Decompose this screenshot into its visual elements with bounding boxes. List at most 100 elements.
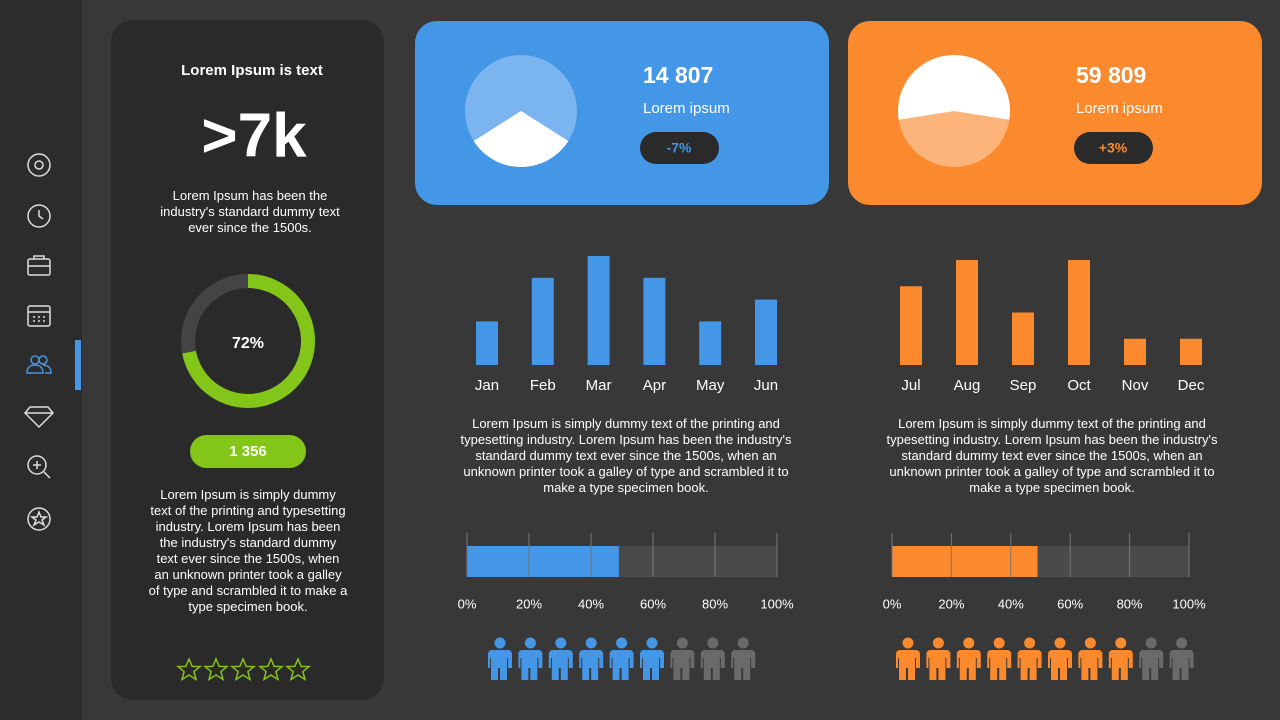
x-tick-label: 60% xyxy=(640,596,666,611)
sidebar xyxy=(0,0,82,720)
change-pill xyxy=(1074,132,1153,164)
person-icon xyxy=(1048,637,1072,680)
users-icon[interactable] xyxy=(26,355,52,374)
calendar-icon[interactable] xyxy=(27,305,51,327)
person-body xyxy=(640,650,664,680)
active-indicator xyxy=(75,340,81,390)
person-head xyxy=(676,637,688,649)
person-body xyxy=(488,650,512,680)
person-body xyxy=(1048,650,1072,680)
favorite-icon[interactable] xyxy=(27,507,51,531)
person-icon xyxy=(518,637,543,680)
person-icon xyxy=(700,637,725,680)
person-icon xyxy=(640,637,664,680)
person-icon xyxy=(579,637,604,680)
person-body xyxy=(926,650,951,680)
person-body xyxy=(956,650,981,680)
person-icon xyxy=(1169,637,1194,680)
x-tick-label: Feb xyxy=(530,377,556,394)
x-tick-label: 20% xyxy=(516,596,542,611)
person-icon xyxy=(1108,637,1133,680)
bar xyxy=(1124,338,1146,365)
x-tick-label: Mar xyxy=(586,377,612,394)
person-head xyxy=(963,637,975,649)
card-value: 59 809 xyxy=(1076,62,1146,88)
person-head xyxy=(1145,637,1157,649)
person-head xyxy=(616,637,628,649)
person-head xyxy=(524,637,536,649)
donut-arc xyxy=(182,274,315,408)
donut-label: 72% xyxy=(232,335,264,352)
panel-title: Lorem Ipsum is text xyxy=(181,62,323,79)
panel-description: Lorem Ipsum has been the industry's stan… xyxy=(160,188,340,235)
person-body xyxy=(896,650,920,680)
x-tick-label: 60% xyxy=(1057,596,1083,611)
x-tick-label: 40% xyxy=(998,596,1024,611)
person-icon xyxy=(1017,637,1042,680)
x-tick-label: Jun xyxy=(754,377,778,394)
x-tick-label: 100% xyxy=(1172,596,1206,611)
settings-icon[interactable] xyxy=(27,153,51,177)
x-tick-label: Jan xyxy=(475,377,499,394)
badge-text: 1 356 xyxy=(229,443,267,460)
person-head xyxy=(902,637,914,649)
bar xyxy=(1068,260,1090,365)
person-icon xyxy=(987,637,1012,680)
person-head xyxy=(494,637,506,649)
x-tick-label: Apr xyxy=(643,377,666,394)
person-head xyxy=(1176,637,1188,649)
bar xyxy=(476,321,498,365)
x-tick-label: 0% xyxy=(883,596,902,611)
person-head xyxy=(932,637,944,649)
badge xyxy=(190,435,306,468)
person-icon xyxy=(488,637,512,680)
clock-icon[interactable] xyxy=(27,204,51,228)
x-tick-label: Dec xyxy=(1178,377,1205,394)
person-body xyxy=(1139,650,1164,680)
person-head xyxy=(585,637,597,649)
x-tick-label: 20% xyxy=(938,596,964,611)
person-head xyxy=(1024,637,1036,649)
card-change: -7% xyxy=(667,140,692,156)
zoom-icon[interactable] xyxy=(27,455,47,475)
x-tick-label: Jul xyxy=(901,377,920,394)
person-icon xyxy=(926,637,951,680)
x-tick-label: Sep xyxy=(1010,377,1037,394)
person-body xyxy=(609,650,634,680)
person-head xyxy=(1115,637,1127,649)
bar xyxy=(1012,312,1034,365)
person-body xyxy=(1017,650,1042,680)
card-caption: Lorem ipsum xyxy=(643,100,730,117)
panel-text: Lorem Ipsum is simply dummy text of the … xyxy=(460,416,792,495)
left-panel xyxy=(111,20,384,700)
person-body xyxy=(731,650,756,680)
person-icon xyxy=(670,637,695,680)
person-body xyxy=(579,650,604,680)
person-icon xyxy=(548,637,573,680)
person-icon xyxy=(1139,637,1164,680)
person-head xyxy=(555,637,567,649)
bar xyxy=(1180,338,1202,365)
pie-slice xyxy=(473,111,569,168)
x-tick-label: 40% xyxy=(578,596,604,611)
card-change: +3% xyxy=(1099,140,1128,156)
panel-body: Lorem Ipsum is simply dummy text of the … xyxy=(148,487,348,614)
briefcase-icon[interactable] xyxy=(27,258,51,276)
person-icon xyxy=(731,637,756,680)
diamond-icon[interactable] xyxy=(23,406,55,429)
card-value: 14 807 xyxy=(643,62,713,88)
person-icon xyxy=(609,637,634,680)
person-head xyxy=(737,637,749,649)
x-tick-label: Aug xyxy=(954,377,981,394)
person-body xyxy=(548,650,573,680)
bar xyxy=(587,256,610,365)
person-head xyxy=(1084,637,1096,649)
person-icon xyxy=(956,637,981,680)
person-body xyxy=(987,650,1012,680)
nav-icons xyxy=(23,153,55,531)
bar xyxy=(699,321,722,365)
person-icon xyxy=(1078,637,1103,680)
person-head xyxy=(1054,637,1066,649)
bar xyxy=(956,260,978,365)
